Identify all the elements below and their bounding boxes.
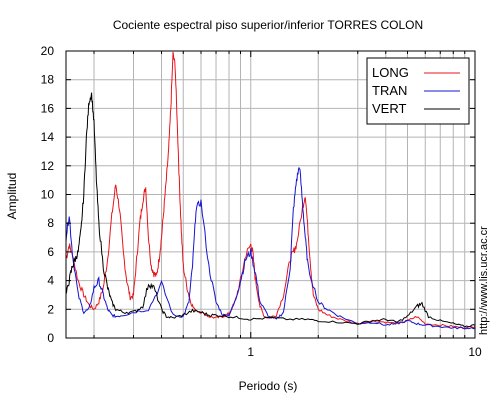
y-tick-label: 20 xyxy=(41,44,55,58)
source-url: http://www.lis.ucr.ac.cr xyxy=(478,226,490,335)
chart-title: Cociente espectral piso superior/inferio… xyxy=(113,18,423,32)
series-line-vert xyxy=(65,92,476,328)
legend-label-vert: VERT xyxy=(372,101,406,116)
y-tick-label: 4 xyxy=(47,274,54,288)
y-tick-label: 2 xyxy=(47,302,54,316)
y-axis-label: Amplitud xyxy=(5,173,19,220)
y-tick-label: 0 xyxy=(47,331,54,345)
legend-items: LONG TRAN VERT xyxy=(372,65,460,116)
y-tick-label: 14 xyxy=(41,130,55,144)
legend: LONG TRAN VERT xyxy=(366,57,470,125)
legend-label-tran: TRAN xyxy=(372,83,407,98)
y-tick-label: 16 xyxy=(41,101,55,115)
y-tick-label: 8 xyxy=(47,216,54,230)
x-tick-label: 1 xyxy=(247,345,254,359)
x-tick-label: 10 xyxy=(468,345,482,359)
axis-ticks: 0 2 4 6 8 10 12 14 16 18 20 1 10 xyxy=(41,44,482,359)
x-axis-label: Periodo (s) xyxy=(239,379,298,393)
y-tick-label: 18 xyxy=(41,73,55,87)
y-tick-label: 10 xyxy=(41,188,55,202)
legend-label-long: LONG xyxy=(372,65,409,80)
series-line-long xyxy=(65,51,476,330)
series-lines xyxy=(65,51,476,330)
y-tick-label: 12 xyxy=(41,159,55,173)
y-tick-label: 6 xyxy=(47,245,54,259)
series-line-tran xyxy=(65,166,476,330)
